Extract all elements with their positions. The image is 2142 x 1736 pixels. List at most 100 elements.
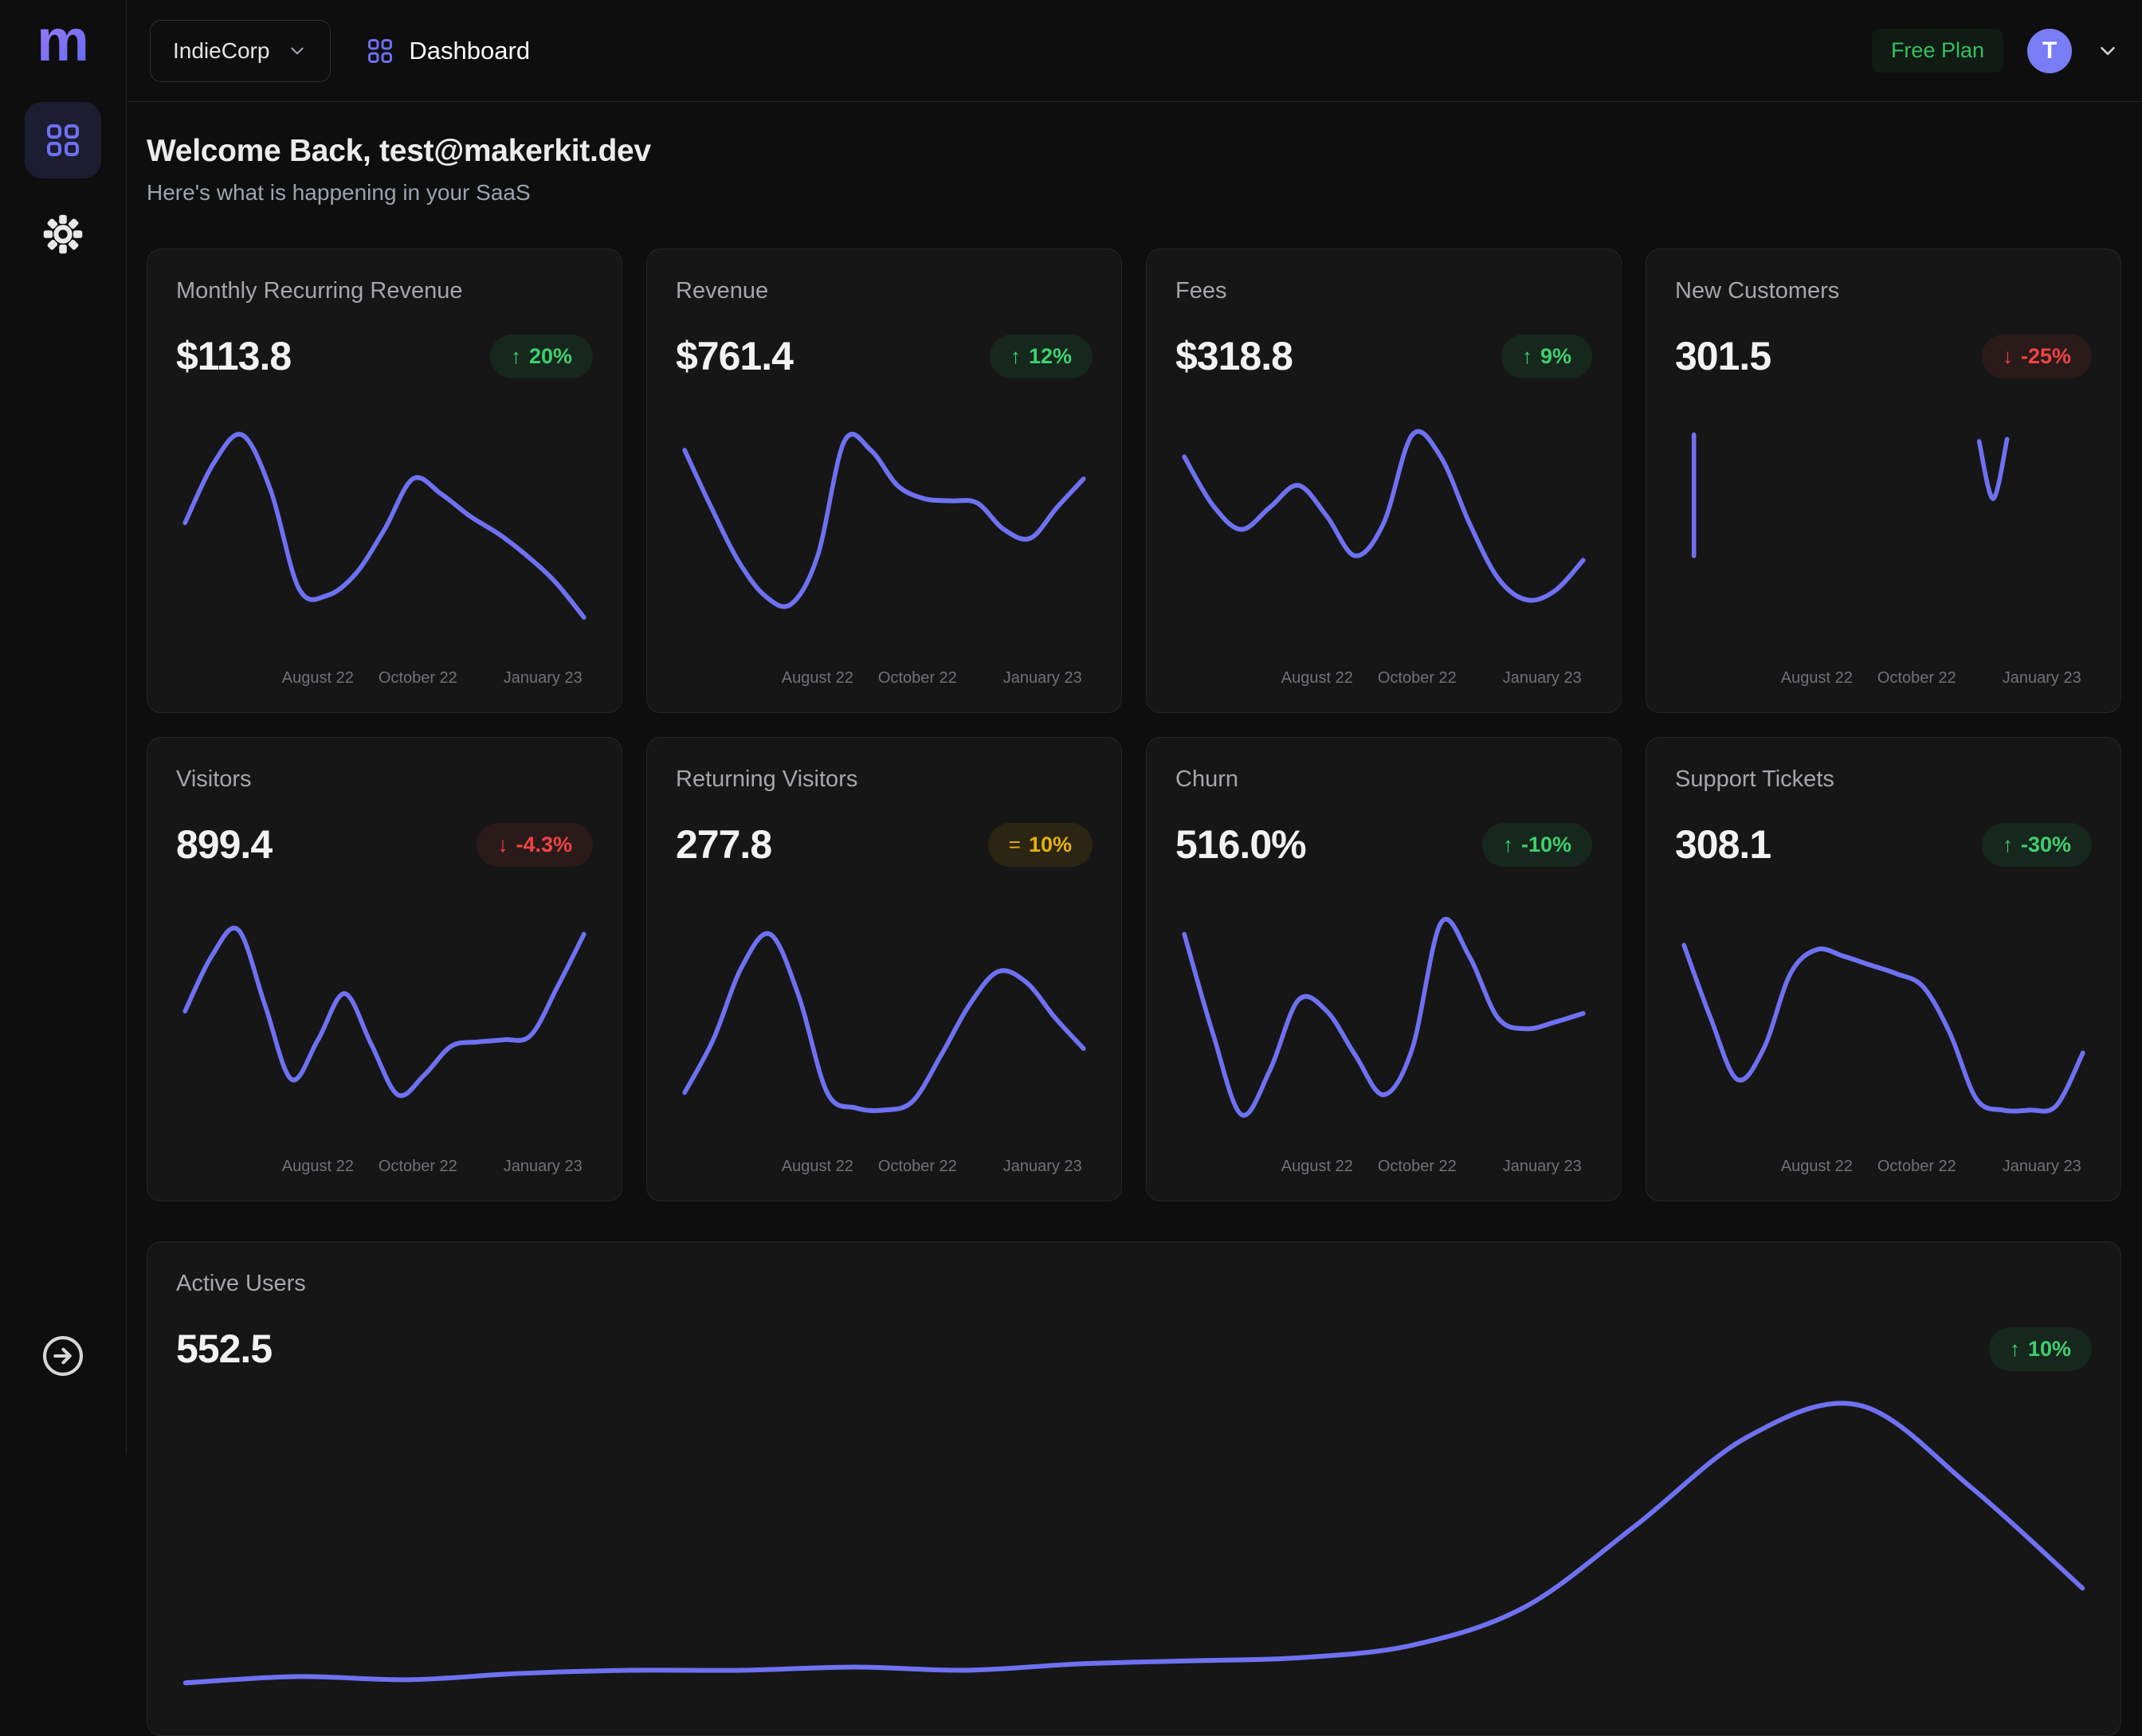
chart-x-axis: August 22 October 22 January 23: [1675, 1158, 2092, 1183]
trend-arrow-icon: ↑: [1502, 832, 1513, 856]
trend-arrow-icon: ↓: [2002, 343, 2013, 368]
metric-value: 277.8: [676, 822, 772, 867]
metric-title: Revenue: [676, 278, 769, 304]
sparkline-chart: August 22 October 22 January 23: [1675, 414, 2092, 695]
metric-title: Fees: [1175, 278, 1227, 304]
trend-up-icon: ↑: [2009, 1336, 2020, 1361]
axis-label: October 22: [378, 669, 457, 687]
trend-arrow-icon: =: [1008, 832, 1021, 856]
trend-arrow-icon: ↑: [510, 343, 521, 368]
axis-label: August 22: [781, 1158, 853, 1175]
main-content: Welcome Back, test@makerkit.dev Here's w…: [126, 102, 2142, 1736]
page-title: Dashboard: [409, 36, 531, 65]
metric-card: Visitors 899.4 ↓ -4.3% August 22 October…: [147, 737, 622, 1201]
axis-label: August 22: [281, 669, 354, 687]
metric-value: $113.8: [176, 334, 292, 378]
chart-x-axis: August 22 October 22 January 23: [676, 1158, 1093, 1183]
topbar: IndieCorp Dashboard Free Plan T: [126, 0, 2142, 102]
metric-card: Churn 516.0% ↑ -10% August 22 October 22…: [1146, 737, 1622, 1201]
sidebar-item-settings[interactable]: [25, 196, 101, 272]
metric-title: Active Users: [176, 1271, 306, 1296]
axis-label: August 22: [1281, 669, 1353, 687]
grid-icon: [366, 37, 394, 65]
metric-title: Returning Visitors: [676, 766, 858, 792]
metric-card-active-users: Active Users 552.5 ↑ 10%: [147, 1241, 2121, 1736]
sparkline-chart: August 22 October 22 January 23: [1175, 903, 1592, 1183]
welcome-title: Welcome Back, test@makerkit.dev: [147, 134, 651, 168]
axis-label: January 23: [503, 1158, 583, 1175]
sidebar: m: [0, 0, 127, 1453]
axis-label: October 22: [1877, 1158, 1956, 1175]
sparkline-chart: August 22 October 22 January 23: [1175, 414, 1592, 695]
axis-label: August 22: [781, 669, 853, 687]
chart-x-axis: August 22 October 22 January 23: [676, 669, 1093, 695]
trend-badge: ↑ -10%: [1481, 822, 1592, 867]
axis-label: January 23: [503, 669, 583, 687]
metric-value: 899.4: [176, 822, 273, 867]
metric-value: 516.0%: [1175, 822, 1307, 867]
plan-badge[interactable]: Free Plan: [1871, 29, 2003, 72]
axis-label: January 23: [1502, 1158, 1582, 1175]
axis-label: January 23: [1002, 669, 1082, 687]
trend-badge: = 10%: [987, 822, 1093, 867]
grid-icon: [44, 121, 82, 159]
chart-x-axis: August 22 October 22 January 23: [1675, 669, 2092, 695]
sparkline-chart: [176, 1383, 2092, 1718]
trend-badge: ↑ 9%: [1501, 334, 1592, 378]
axis-label: August 22: [1780, 669, 1853, 687]
arrow-right-circle-icon: [40, 1333, 86, 1379]
axis-label: October 22: [1877, 669, 1956, 687]
trend-arrow-icon: ↑: [1521, 343, 1532, 368]
sparkline-chart: August 22 October 22 January 23: [176, 414, 593, 695]
trend-arrow-icon: ↓: [497, 832, 508, 856]
axis-label: October 22: [1377, 1158, 1457, 1175]
trend-badge: ↑ -30%: [1981, 822, 2092, 867]
account-menu-chevron-icon[interactable]: [2096, 39, 2120, 63]
axis-label: August 22: [281, 1158, 354, 1175]
sparkline-chart: August 22 October 22 January 23: [176, 903, 593, 1183]
team-selector-label: IndieCorp: [173, 37, 270, 63]
chart-x-axis: August 22 October 22 January 23: [176, 669, 593, 695]
trend-badge: ↓ -25%: [1981, 334, 2092, 378]
trend-arrow-icon: ↑: [1010, 343, 1021, 368]
trend-badge: ↑ 12%: [989, 334, 1093, 378]
chart-x-axis: August 22 October 22 January 23: [1175, 669, 1592, 695]
makerkit-logo: m: [37, 7, 89, 73]
metric-title: New Customers: [1675, 278, 1840, 304]
chevron-down-icon: [287, 41, 308, 61]
metric-value: 552.5: [176, 1326, 273, 1371]
sparkline-chart: August 22 October 22 January 23: [676, 903, 1093, 1183]
axis-label: January 23: [1002, 1158, 1082, 1175]
metric-value: 308.1: [1675, 822, 1771, 867]
metric-value: 301.5: [1675, 334, 1771, 378]
axis-label: October 22: [1377, 669, 1457, 687]
metric-card: Monthly Recurring Revenue $113.8 ↑ 20% A…: [147, 249, 622, 713]
axis-label: January 23: [2002, 1158, 2081, 1175]
trend-badge: ↓ -4.3%: [477, 822, 593, 867]
metric-card: Returning Visitors 277.8 = 10% August 22…: [646, 737, 1122, 1201]
breadcrumb: Dashboard: [366, 37, 530, 65]
welcome-subtitle: Here's what is happening in your SaaS: [147, 180, 531, 205]
trend-badge: ↑ 20%: [489, 334, 593, 378]
sparkline-chart: August 22 October 22 January 23: [1675, 903, 2092, 1183]
metric-card: Revenue $761.4 ↑ 12% August 22 October 2…: [646, 249, 1122, 713]
sparkline-chart: August 22 October 22 January 23: [676, 414, 1093, 695]
avatar[interactable]: T: [2027, 28, 2072, 73]
sidebar-item-dashboard[interactable]: [25, 102, 101, 178]
chart-x-axis: August 22 October 22 January 23: [1175, 1158, 1592, 1183]
axis-label: August 22: [1281, 1158, 1353, 1175]
axis-label: October 22: [877, 1158, 957, 1175]
trend-arrow-icon: ↑: [2002, 832, 2013, 856]
metric-card: Support Tickets 308.1 ↑ -30% August 22 O…: [1646, 737, 2121, 1201]
trend-badge: ↑ 10%: [1988, 1326, 2092, 1371]
axis-label: October 22: [877, 669, 957, 687]
metric-value: $761.4: [676, 334, 794, 378]
metric-title: Visitors: [176, 766, 252, 792]
sidebar-expand-button[interactable]: [25, 1318, 101, 1394]
metric-card: Fees $318.8 ↑ 9% August 22 October 22 Ja…: [1146, 249, 1622, 713]
metric-value: $318.8: [1175, 334, 1293, 378]
axis-label: October 22: [378, 1158, 457, 1175]
axis-label: January 23: [2002, 669, 2081, 687]
team-selector[interactable]: IndieCorp: [150, 19, 332, 82]
axis-label: August 22: [1780, 1158, 1853, 1175]
